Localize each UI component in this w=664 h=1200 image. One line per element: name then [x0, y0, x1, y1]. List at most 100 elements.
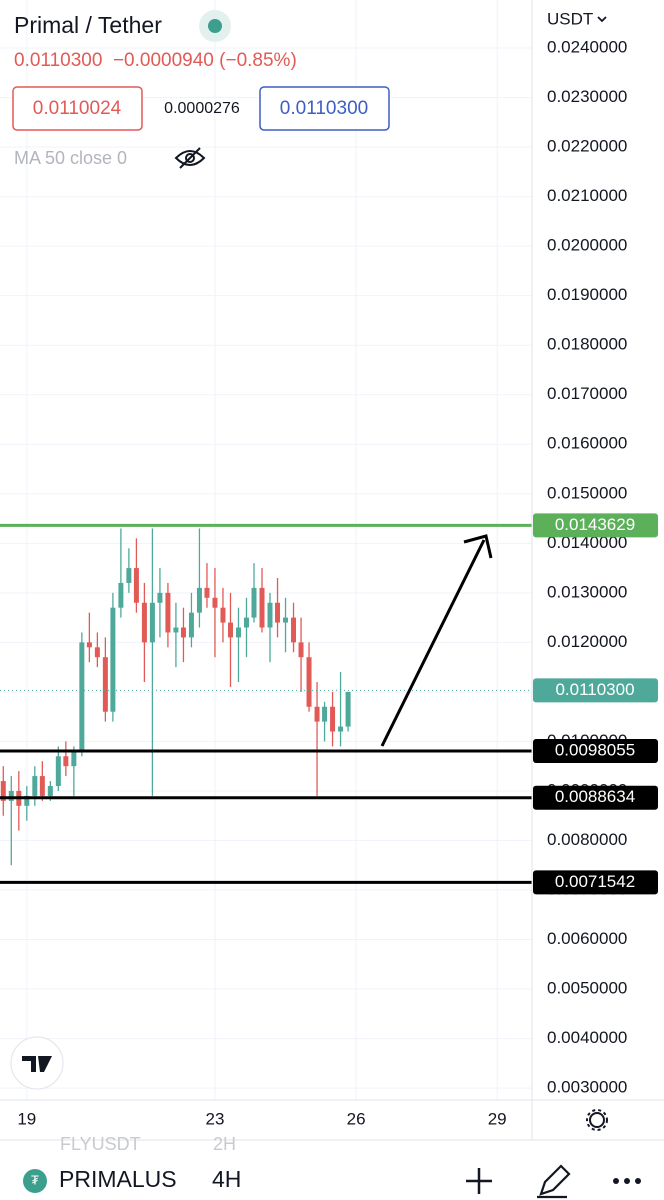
candle-body — [24, 795, 30, 806]
candle-body — [110, 607, 116, 712]
x-tick-label: 19 — [17, 1109, 36, 1128]
y-tick-label: 0.0080000 — [547, 830, 627, 849]
y-tick-label: 0.0060000 — [547, 929, 627, 948]
add-button[interactable] — [466, 1168, 492, 1194]
candle-body — [298, 642, 304, 658]
candle-body — [235, 627, 241, 638]
y-tick-label: 0.0200000 — [547, 236, 627, 255]
y-tick-label: 0.0120000 — [547, 632, 627, 651]
y-tick-label: 0.0210000 — [547, 186, 627, 205]
settings-teeth — [586, 1109, 608, 1131]
spread: 0.0000276 — [164, 100, 240, 117]
axis-layer: 0.0240000 0.0230000 0.0220000 0.0210000 0.02… — [17, 38, 627, 1129]
ghost-interval: 2H — [213, 1134, 236, 1154]
y-tick-label: 0.0180000 — [547, 335, 627, 354]
candle-body — [291, 617, 297, 643]
candle-body — [173, 627, 179, 633]
candle-body — [157, 592, 163, 603]
y-tick-label: 0.0050000 — [547, 979, 627, 998]
y-tick-label: 0.0150000 — [547, 483, 627, 502]
ask-price: 0.0110300 — [280, 98, 368, 119]
y-tick-label: 0.0220000 — [547, 137, 627, 156]
dropdown-caret — [597, 16, 607, 23]
candle-body — [55, 756, 61, 786]
y-tick-label: 0.0040000 — [547, 1028, 627, 1047]
candle-body — [79, 642, 85, 752]
y-tick-label: 0.0170000 — [547, 384, 627, 403]
level-label: 0.0143629 — [555, 515, 635, 534]
candle-body — [94, 647, 100, 658]
bid-box[interactable] — [12, 86, 143, 131]
draw-button[interactable] — [537, 1164, 571, 1199]
x-tick-label: 29 — [488, 1109, 507, 1128]
x-tick-label: 26 — [347, 1109, 366, 1128]
logo-badge[interactable] — [10, 1036, 64, 1090]
y-tick-label: 0.0030000 — [547, 1078, 627, 1097]
hide-indicator-icon[interactable] — [174, 147, 206, 169]
candle-body — [32, 776, 38, 796]
y-tick-label: 0.0130000 — [547, 582, 627, 601]
level-tag — [533, 513, 658, 538]
level-tag — [533, 785, 658, 810]
candle-body — [0, 781, 6, 801]
level-label: 0.0071542 — [555, 872, 635, 891]
candle-body — [306, 657, 312, 707]
candle-body — [338, 726, 344, 732]
y-tick-label: 0.0190000 — [547, 285, 627, 304]
candle-body — [275, 602, 281, 623]
x-tick-label: 23 — [206, 1109, 225, 1128]
settings-icon[interactable] — [589, 1112, 605, 1128]
bid-price: 0.0110024 — [33, 98, 122, 119]
grid-layer — [0, 0, 532, 1100]
symbol-title[interactable]: Primal / Tether — [14, 12, 162, 38]
candle-body — [86, 642, 92, 648]
last-price-label: 0.0110300 — [555, 680, 634, 699]
candle-body — [63, 756, 69, 767]
candle-body — [227, 622, 233, 638]
candle-body — [267, 602, 273, 628]
ghost-symbol: FLYUSDT — [60, 1134, 141, 1154]
candle-body — [8, 790, 14, 801]
level-tag — [533, 870, 658, 895]
candle-body — [71, 751, 77, 767]
candle-body — [314, 706, 320, 722]
candle-body — [251, 587, 257, 618]
last-price-tag — [533, 678, 658, 703]
candle-body — [259, 587, 265, 628]
candle-body — [118, 582, 124, 608]
y-tick-label: 0.0230000 — [547, 87, 627, 106]
indicator-label[interactable]: MA 50 close 0 — [14, 148, 127, 168]
candle-body — [322, 706, 328, 722]
y-tick-label: 0.0140000 — [547, 533, 627, 552]
candle-body — [102, 657, 108, 712]
symbol-button[interactable]: PRIMALUS — [59, 1166, 177, 1192]
symbol-icon-glyph: ₮ — [31, 1172, 39, 1187]
arrow-head — [463, 534, 493, 559]
candle-body — [330, 706, 336, 732]
arrow-annotation — [380, 539, 486, 747]
level-label: 0.0088634 — [555, 787, 635, 806]
y-tick-label: 0.0240000 — [547, 38, 627, 57]
candle-body — [149, 602, 155, 643]
overlay-layer: 0.0110300 0.0143629 0.0098055 0.0088634 0.00… — [533, 513, 658, 895]
candle-body — [196, 587, 202, 613]
y-tick-label: 0.0160000 — [547, 434, 627, 453]
candle-body — [39, 776, 45, 796]
candle-body — [345, 691, 351, 727]
candle-body — [188, 612, 194, 638]
more-button[interactable] — [613, 1178, 641, 1184]
candle-body — [47, 785, 53, 796]
candle-body — [212, 597, 218, 608]
interval-button[interactable]: 4H — [212, 1166, 241, 1192]
candle-body — [180, 627, 186, 638]
price-change: 0.0110300 −0.0000940 (−0.85%) — [14, 50, 297, 71]
candle-body — [204, 587, 210, 598]
ask-box[interactable] — [259, 86, 390, 131]
status-dot — [208, 19, 222, 33]
candle-body — [220, 607, 226, 623]
level-label: 0.0098055 — [555, 741, 635, 760]
candle-body — [126, 568, 132, 583]
currency-selector[interactable]: USDT — [547, 9, 593, 28]
candle-body — [283, 617, 289, 623]
